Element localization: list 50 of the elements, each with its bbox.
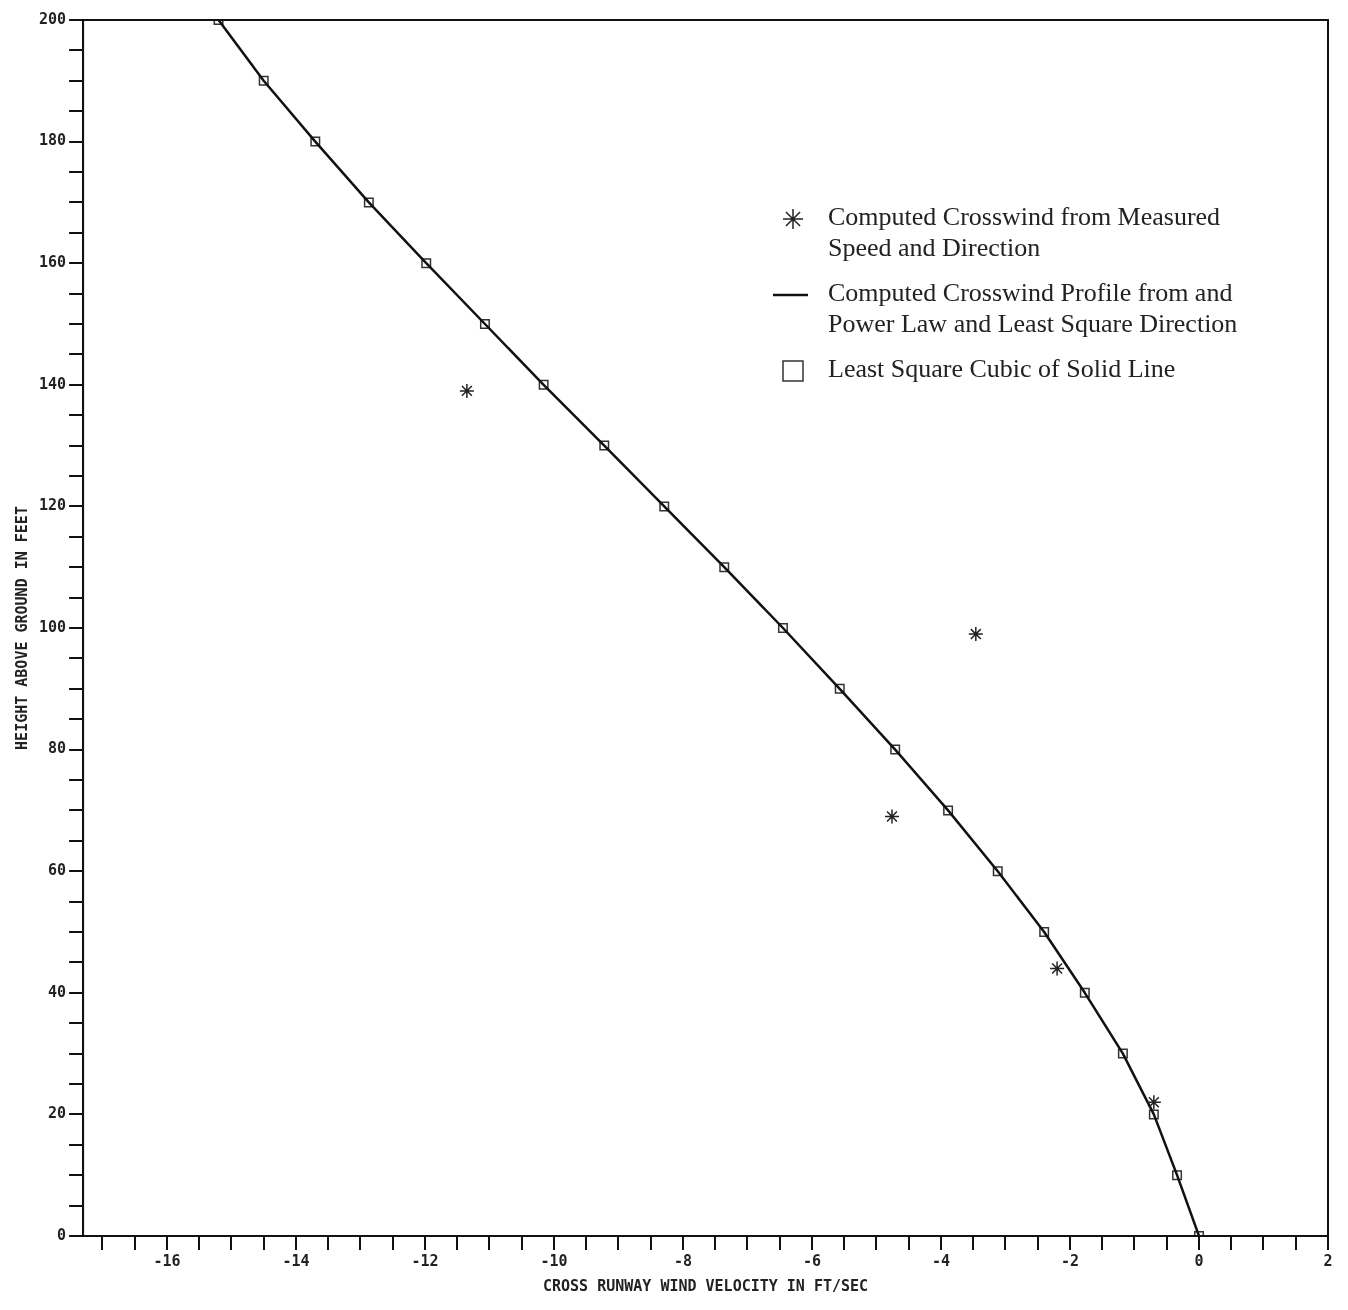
point: [777, 623, 788, 633]
y-tick-label: 20: [48, 1104, 67, 1123]
point: [719, 562, 730, 573]
point: [599, 440, 610, 451]
point: [310, 136, 321, 147]
point: [884, 808, 900, 825]
y-tick-label: 140: [39, 374, 67, 393]
point: [943, 805, 954, 816]
point: [459, 383, 475, 399]
point: [258, 75, 269, 86]
point: [968, 626, 984, 642]
point: [1079, 987, 1090, 998]
point: [1039, 927, 1050, 937]
y-tick-label: 180: [39, 131, 67, 150]
legend-label: Computed Crosswind Profile from and Power Law and Least Square Direction: [828, 277, 1238, 338]
point: [834, 683, 845, 694]
point: [1146, 1094, 1162, 1110]
point: [992, 866, 1003, 877]
point: [1049, 960, 1065, 977]
x-tick-label: -8: [673, 1251, 692, 1270]
x-tick-label: 2: [1323, 1251, 1333, 1270]
legend-label: Least Square Cubic of Solid Line: [828, 353, 1176, 383]
point: [421, 258, 432, 269]
x-tick-label: -2: [1060, 1251, 1080, 1270]
point: [1148, 1109, 1159, 1120]
point: [538, 379, 549, 390]
point: [1117, 1048, 1128, 1059]
y-tick-label: 160: [39, 253, 67, 272]
x-tick-label: -12: [411, 1251, 439, 1270]
point: [890, 744, 901, 755]
point: [659, 501, 670, 512]
y-tick-label: 60: [48, 861, 67, 880]
y-tick-label: 100: [39, 617, 67, 636]
point: [479, 319, 490, 329]
x-tick-label: -14: [282, 1251, 310, 1270]
y-tick-label: 0: [57, 1225, 67, 1244]
point: [363, 197, 374, 208]
x-tick-label: -16: [153, 1251, 181, 1270]
y-tick-label: 200: [39, 9, 67, 28]
y-axis-title: HEIGHT ABOVE GROUND IN FEET: [12, 506, 31, 750]
x-tick-label: -10: [540, 1251, 568, 1270]
x-tick-label: -6: [802, 1251, 822, 1270]
x-axis-title: CROSS RUNWAY WIND VELOCITY IN FT/SEC: [542, 1276, 869, 1295]
y-tick-label: 120: [39, 496, 67, 515]
point: [1172, 1170, 1183, 1181]
x-tick-label: 0: [1194, 1251, 1204, 1270]
y-tick-label: 40: [48, 982, 67, 1001]
y-tick-label: 80: [48, 739, 67, 758]
x-tick-label: -4: [931, 1251, 951, 1270]
legend-label: Computed Crosswind from Measured Speed and Direction: [828, 201, 1221, 262]
